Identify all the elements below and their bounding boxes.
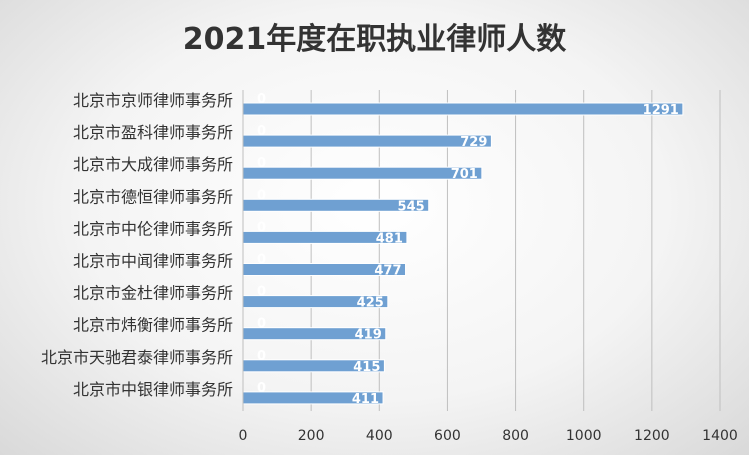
zero-value-label-5: 0 — [257, 253, 266, 268]
category-label-4: 北京市中伦律师事务所 — [73, 219, 233, 238]
zero-value-label-6: 0 — [257, 285, 266, 300]
bar-1 — [242, 134, 492, 148]
category-label-5: 北京市中闻律师事务所 — [73, 252, 233, 271]
x-tick-label-7: 1400 — [702, 428, 738, 444]
x-tick-label-0: 0 — [239, 428, 248, 444]
data-label-5: 477 — [374, 264, 401, 279]
x-tick-label-2: 400 — [366, 428, 393, 444]
x-tick-label-4: 800 — [502, 428, 529, 444]
zero-value-label-0: 0 — [257, 92, 266, 107]
category-label-8: 北京市天驰君泰律师事务所 — [41, 348, 233, 367]
x-tick-label-3: 600 — [434, 428, 461, 444]
data-label-3: 545 — [398, 199, 425, 214]
x-tick-label-5: 1000 — [566, 428, 602, 444]
x-tick-label-1: 200 — [298, 428, 325, 444]
zero-value-label-8: 0 — [257, 349, 266, 364]
data-label-7: 419 — [355, 328, 382, 343]
zero-value-label-3: 0 — [257, 188, 266, 203]
chart-title: 2021年度在职执业律师人数 — [182, 22, 567, 57]
zero-value-label-1: 0 — [257, 124, 266, 139]
zero-value-label-9: 0 — [257, 381, 266, 396]
category-label-1: 北京市盈科律师事务所 — [73, 123, 233, 142]
bar-2 — [242, 166, 483, 180]
data-label-0: 1291 — [643, 103, 679, 118]
data-label-1: 729 — [460, 135, 487, 150]
category-label-9: 北京市中银律师事务所 — [73, 380, 233, 399]
data-label-6: 425 — [357, 296, 384, 311]
zero-value-label-4: 0 — [257, 220, 266, 235]
zero-value-label-7: 0 — [257, 317, 266, 332]
category-label-2: 北京市大成律师事务所 — [73, 155, 233, 174]
category-label-7: 北京市炜衡律师事务所 — [73, 316, 233, 335]
bar-0 — [242, 102, 684, 116]
x-tick-label-6: 1200 — [634, 428, 670, 444]
data-label-4: 481 — [376, 231, 403, 246]
category-label-3: 北京市德恒律师事务所 — [73, 187, 233, 206]
data-label-2: 701 — [451, 167, 478, 182]
category-label-6: 北京市金杜律师事务所 — [73, 284, 233, 303]
zero-value-label-2: 0 — [257, 156, 266, 171]
data-label-9: 411 — [352, 392, 379, 407]
category-label-0: 北京市京师律师事务所 — [73, 91, 233, 110]
data-label-8: 415 — [353, 360, 380, 375]
